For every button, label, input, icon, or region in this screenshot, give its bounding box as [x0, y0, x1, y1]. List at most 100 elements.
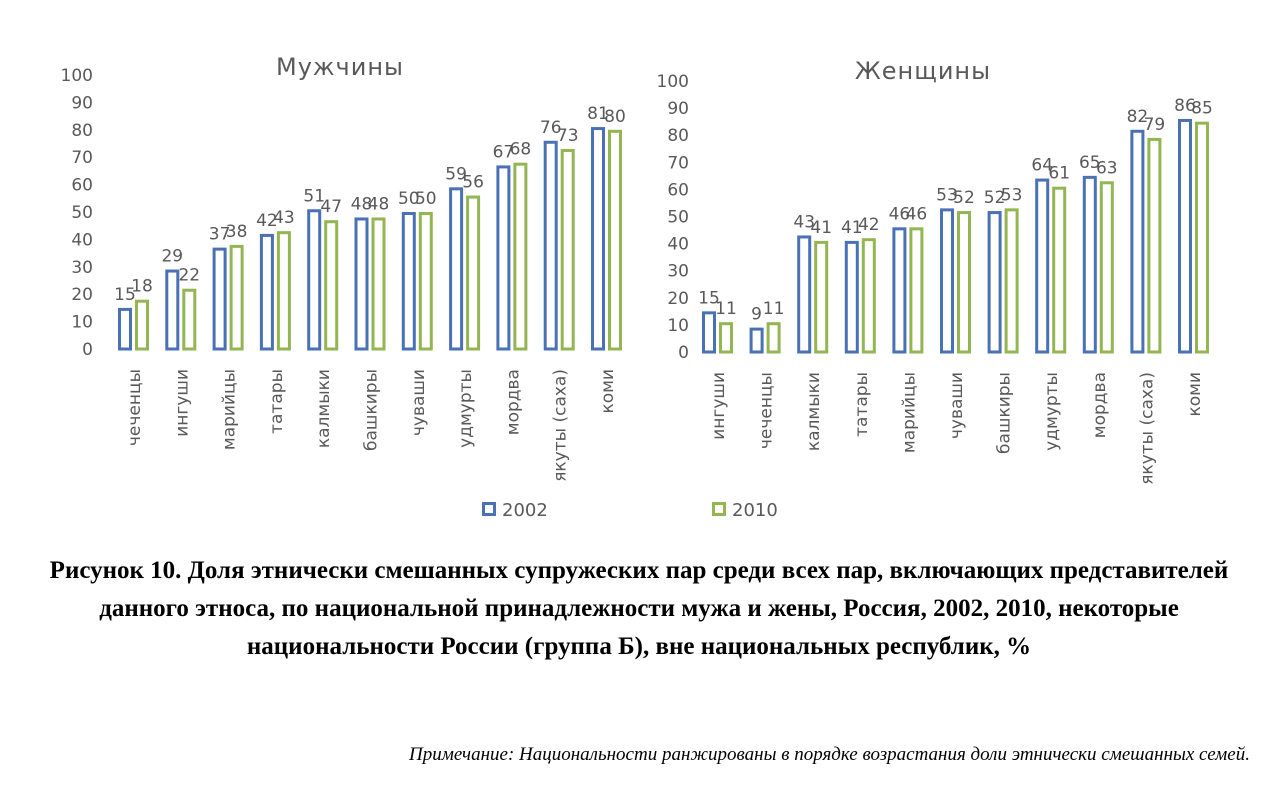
women-data-label-2010: 46: [906, 204, 928, 224]
men-y-tick-label: 100: [61, 66, 93, 86]
men-bar-2002: [212, 247, 227, 351]
women-x-tick-label: чеченцы: [757, 372, 777, 449]
men-x-tick-label: коми: [598, 369, 618, 414]
women-y-tick-label: 80: [667, 126, 689, 146]
women-bar-2002: [702, 311, 716, 354]
women-y-tick-label: 10: [667, 316, 689, 336]
men-bar-2002: [165, 269, 180, 351]
men-bar-2010: [324, 220, 339, 351]
women-data-label-2010: 63: [1096, 158, 1118, 178]
men-data-label-2010: 43: [273, 208, 295, 228]
men-bar-2002: [259, 233, 274, 351]
women-data-label-2002: 15: [698, 288, 720, 308]
men-data-label-2002: 76: [540, 118, 562, 138]
men-data-label-2002: 37: [209, 225, 231, 245]
men-y-tick-label: 90: [71, 93, 93, 113]
women-x-tick-label: мордва: [1090, 372, 1110, 438]
men-data-label-2010: 56: [462, 173, 484, 193]
men-bar-2002: [354, 217, 369, 351]
women-data-label-2002: 86: [1174, 96, 1196, 116]
women-bar-2010: [1004, 208, 1019, 354]
women-bar-2002: [1130, 129, 1145, 354]
men-x-tick-label: башкиры: [362, 369, 382, 451]
women-data-label-2010: 11: [763, 299, 785, 319]
women-bar-2010: [766, 322, 781, 354]
men-bar-2002: [591, 127, 605, 351]
men-bar-2002: [307, 209, 322, 351]
men-data-label-2002: 59: [445, 164, 467, 184]
women-y-tick-label: 40: [667, 235, 689, 255]
men-x-tick-label: мордва: [503, 369, 523, 435]
women-bar-2002: [797, 235, 812, 354]
men-bar-2010: [513, 162, 528, 351]
women-y-tick-label: 0: [678, 343, 689, 363]
women-data-label-2002: 41: [841, 218, 863, 238]
women-bar-2002: [1178, 118, 1192, 354]
women-bar-2010: [957, 211, 971, 354]
legend-swatch-2010: [712, 502, 726, 516]
women-y-tick-label: 50: [667, 208, 689, 228]
men-bar-2002: [543, 140, 558, 351]
women-y-tick-label: 20: [667, 289, 689, 309]
men-data-label-2010: 38: [226, 222, 248, 242]
women-y-tick-label: 70: [667, 153, 689, 173]
men-bar-2010: [182, 288, 197, 351]
women-x-tick-label: коми: [1185, 372, 1205, 417]
men-bar-2010: [371, 217, 386, 351]
women-bar-2010: [1099, 181, 1114, 354]
women-data-label-2002: 46: [889, 204, 911, 224]
men-data-label-2010: 48: [368, 194, 390, 214]
men-data-label-2002: 51: [303, 186, 325, 206]
women-y-tick-label: 30: [667, 262, 689, 282]
women-data-label-2010: 79: [1144, 115, 1166, 135]
women-data-label-2010: 41: [810, 218, 832, 238]
men-bar-2002: [496, 165, 511, 351]
men-y-tick-label: 0: [82, 340, 93, 360]
women-bar-2010: [719, 322, 733, 354]
women-x-tick-label: калмыки: [804, 372, 824, 451]
men-data-label-2002: 81: [587, 104, 609, 124]
women-bar-2010: [909, 227, 924, 354]
men-bar-2002: [449, 187, 464, 351]
men-x-tick-label: чеченцы: [125, 369, 145, 446]
men-data-label-2002: 50: [398, 189, 420, 209]
men-x-tick-label: якуты (саха): [551, 369, 571, 482]
women-x-tick-label: чуваши: [947, 372, 967, 439]
men-data-label-2010: 18: [131, 277, 153, 297]
men-data-label-2002: 67: [493, 142, 515, 162]
men-y-tick-label: 70: [71, 148, 93, 168]
men-data-label-2010: 22: [178, 266, 200, 286]
women-data-label-2010: 42: [858, 215, 880, 235]
women-bar-2002: [892, 227, 907, 354]
men-y-tick-label: 80: [71, 121, 93, 141]
men-x-tick-label: ингуши: [172, 369, 192, 437]
men-bar-2010: [229, 244, 244, 351]
women-x-tick-label: марийцы: [899, 372, 919, 453]
men-bar-2002: [118, 307, 132, 351]
men-x-tick-label: марийцы: [220, 369, 240, 450]
figure-caption: Рисунок 10. Доля этнически смешанных суп…: [49, 557, 1229, 660]
women-bar-2002: [844, 240, 859, 354]
men-data-label-2010: 50: [415, 189, 437, 209]
men-x-tick-label: удмурты: [456, 369, 476, 448]
women-data-label-2010: 85: [1191, 99, 1213, 119]
men-x-tick-label: татары: [267, 369, 287, 434]
women-data-label-2010: 52: [953, 188, 975, 208]
men-data-label-2002: 15: [114, 285, 136, 305]
women-data-label-2002: 52: [984, 188, 1006, 208]
women-bar-2002: [987, 211, 1002, 354]
women-y-tick-label: 90: [667, 99, 689, 119]
women-chart-title: Женщины: [855, 57, 991, 85]
men-y-tick-label: 30: [71, 258, 93, 278]
women-x-tick-label: ингуши: [709, 372, 729, 440]
men-bar-2010: [135, 299, 149, 351]
men-data-label-2010: 80: [604, 107, 626, 127]
women-data-label-2002: 43: [793, 212, 815, 232]
women-bar-2010: [1195, 121, 1209, 354]
women-x-tick-label: якуты (саха): [1137, 372, 1157, 485]
legend-label-2010: 2010: [732, 500, 778, 521]
women-bar-2002: [1035, 178, 1050, 354]
women-x-tick-label: удмурты: [1042, 372, 1062, 451]
women-bar-2002: [749, 327, 764, 354]
men-bar-2010: [560, 148, 575, 351]
